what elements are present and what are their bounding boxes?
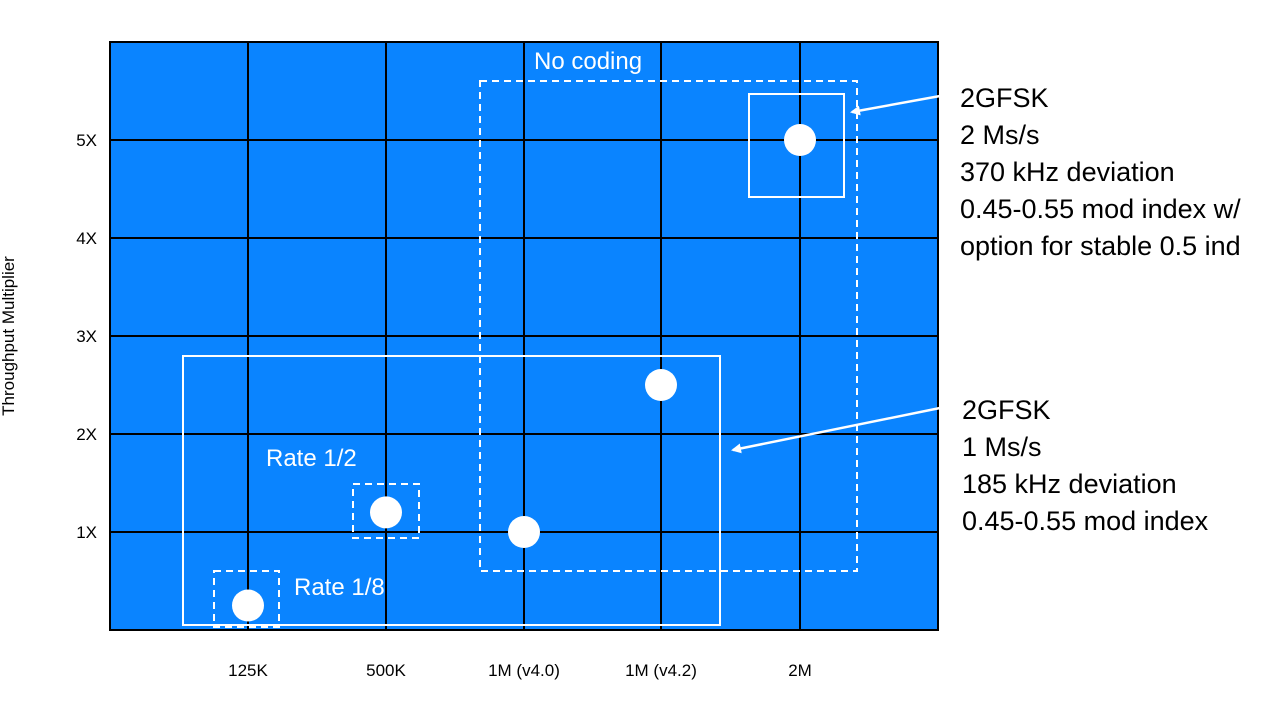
callout-line: 370 kHz deviation bbox=[960, 157, 1175, 187]
data-points bbox=[232, 124, 816, 622]
y-tick-label: 4X bbox=[76, 229, 97, 248]
rate-half-label: Rate 1/2 bbox=[266, 445, 357, 472]
x-tick-label: 1M (v4.2) bbox=[625, 661, 697, 680]
y-tick-label: 1X bbox=[76, 523, 97, 542]
y-tick-labels: 1X 2X 3X 4X 5X bbox=[76, 131, 97, 542]
callout-line: 185 kHz deviation bbox=[962, 469, 1177, 499]
callout-line: 2 Ms/s bbox=[960, 120, 1040, 150]
callout-1msps: 2GFSK 1 Ms/s 185 kHz deviation 0.45-0.55… bbox=[962, 392, 1280, 540]
rate-eighth-label: Rate 1/8 bbox=[294, 574, 385, 601]
callout-line: option for stable 0.5 ind bbox=[960, 231, 1241, 261]
data-point bbox=[370, 496, 402, 529]
y-tick-label: 2X bbox=[76, 425, 97, 444]
plot-border bbox=[109, 41, 939, 631]
x-tick-labels: 125K 500K 1M (v4.0) 1M (v4.2) 2M bbox=[228, 661, 812, 680]
callout-line: 2GFSK bbox=[960, 83, 1049, 113]
callout-line: 2GFSK bbox=[962, 395, 1051, 425]
x-tick-label: 1M (v4.0) bbox=[488, 661, 560, 680]
two-msps-box bbox=[748, 93, 845, 198]
y-axis-label: Throughput Multiplier bbox=[0, 256, 18, 416]
x-tick-label: 500K bbox=[366, 661, 406, 680]
data-point bbox=[508, 516, 540, 548]
data-point bbox=[645, 369, 677, 401]
callout-arrow-top bbox=[850, 94, 941, 116]
callout-line: 0.45-0.55 mod index bbox=[962, 506, 1209, 536]
y-tick-label: 3X bbox=[76, 327, 97, 346]
callout-2msps: 2GFSK 2 Ms/s 370 kHz deviation 0.45-0.55… bbox=[960, 80, 1280, 265]
y-tick-label: 5X bbox=[76, 131, 97, 150]
data-point bbox=[784, 124, 816, 156]
x-tick-label: 125K bbox=[228, 661, 268, 680]
callout-line: 0.45-0.55 mod index w/ bbox=[960, 194, 1241, 224]
one-msps-box bbox=[182, 355, 721, 626]
no-coding-label: No coding bbox=[534, 48, 642, 75]
data-point bbox=[232, 589, 264, 622]
no-coding-box bbox=[479, 80, 858, 572]
callout-line: 1 Ms/s bbox=[962, 432, 1042, 462]
callout-arrow-bottom bbox=[731, 406, 941, 454]
x-tick-label: 2M bbox=[788, 661, 812, 680]
